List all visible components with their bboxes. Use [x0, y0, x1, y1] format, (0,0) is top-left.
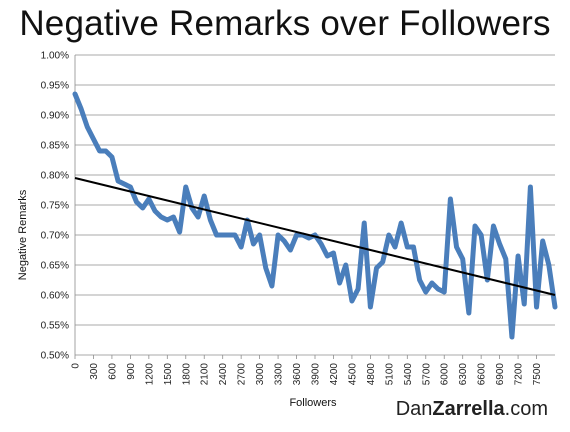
x-tick-label: 2700	[237, 363, 248, 386]
x-tick-labels: 0 300 600 900 1200 1500 1800 2100 2400 2700 3000 33…	[71, 363, 544, 386]
x-tick-label: 4200	[329, 363, 340, 386]
brand-part-1: Dan	[395, 398, 433, 420]
chart-title: Negative Remarks over Followers	[19, 4, 551, 43]
x-tick-label: 3000	[255, 363, 266, 386]
y-tick-label: 0.60%	[41, 291, 69, 302]
x-tick-label: 6300	[458, 363, 469, 386]
x-tick-label: 4500	[347, 363, 358, 386]
brand-part-3: .com	[504, 398, 548, 420]
x-tick-label: 1800	[181, 363, 192, 386]
x-tick-label: 0	[71, 363, 82, 369]
x-tick-label: 600	[107, 363, 118, 380]
trendline	[74, 177, 556, 296]
y-tick-labels: 0.50% 0.55% 0.60% 0.65% 0.70% 0.75% 0.80% 0.85%…	[41, 51, 69, 362]
x-tick-label: 3300	[274, 363, 285, 386]
y-tick-label: 1.00%	[41, 51, 69, 62]
x-tick-label: 7200	[514, 363, 525, 386]
x-tick-label: 7500	[532, 363, 543, 386]
x-tick-label: 1500	[163, 363, 174, 386]
y-tick-label: 0.55%	[41, 321, 69, 332]
x-tick-label: 300	[89, 363, 100, 380]
y-axis-label: Negative Remarks	[17, 189, 29, 280]
x-tick-label: 2400	[218, 363, 229, 386]
y-tick-label: 0.85%	[41, 141, 69, 152]
x-tick-label: 6900	[495, 363, 506, 386]
x-tick-label: 6000	[440, 363, 451, 386]
x-tick-label: 3900	[311, 363, 322, 386]
x-axis-label: Followers	[289, 397, 337, 409]
y-tick-label: 0.70%	[41, 231, 69, 242]
x-tick-label: 6600	[477, 363, 488, 386]
x-tick-label: 2100	[200, 363, 211, 386]
y-tick-label: 0.95%	[41, 81, 69, 92]
y-tick-label: 0.80%	[41, 171, 69, 182]
brand-part-2: Zarrella	[432, 398, 505, 420]
y-tick-label: 0.50%	[41, 351, 69, 362]
x-tick-label: 5700	[421, 363, 432, 386]
x-tick-label: 5400	[403, 363, 414, 386]
x-tick-label: 4800	[366, 363, 377, 386]
brand-watermark: DanZarrella.com	[396, 398, 548, 421]
x-tick-label: 1200	[144, 363, 155, 386]
series-group	[72, 91, 558, 340]
y-tick-label: 0.75%	[41, 201, 69, 212]
series-line-negative-remarks	[72, 91, 558, 340]
y-tick-label: 0.65%	[41, 261, 69, 272]
x-tick-label: 900	[126, 363, 137, 380]
x-tick-label: 3600	[292, 363, 303, 386]
x-tick-label: 5100	[384, 363, 395, 386]
gridlines	[74, 54, 555, 359]
y-tick-label: 0.90%	[41, 111, 69, 122]
